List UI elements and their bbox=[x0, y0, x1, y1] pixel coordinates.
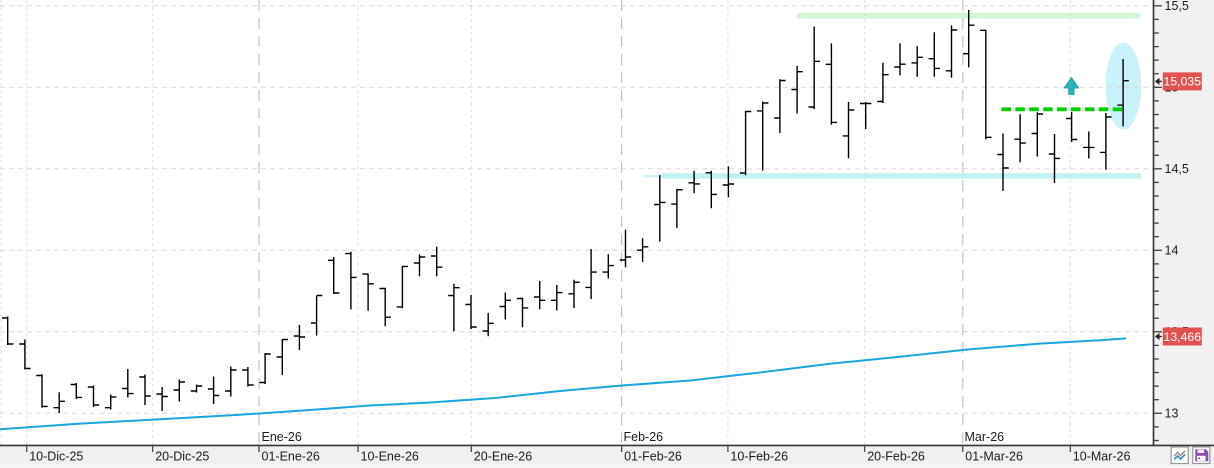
svg-text:10-Mar-26: 10-Mar-26 bbox=[1073, 450, 1131, 464]
svg-text:10-Dic-25: 10-Dic-25 bbox=[29, 450, 83, 464]
svg-text:14,5: 14,5 bbox=[1165, 162, 1189, 176]
svg-text:15,5: 15,5 bbox=[1165, 0, 1189, 13]
svg-text:01-Feb-26: 01-Feb-26 bbox=[624, 450, 682, 464]
svg-text:13,466: 13,466 bbox=[1163, 330, 1201, 344]
svg-text:Ene-26: Ene-26 bbox=[262, 430, 302, 444]
svg-text:15,035: 15,035 bbox=[1163, 75, 1201, 89]
svg-text:10-Ene-26: 10-Ene-26 bbox=[361, 450, 419, 464]
svg-text:13: 13 bbox=[1165, 407, 1179, 421]
svg-text:01-Ene-26: 01-Ene-26 bbox=[262, 450, 320, 464]
svg-text:10-Feb-26: 10-Feb-26 bbox=[730, 450, 788, 464]
svg-text:20-Feb-26: 20-Feb-26 bbox=[867, 450, 925, 464]
svg-text:20-Ene-26: 20-Ene-26 bbox=[474, 450, 532, 464]
svg-text:20-Dic-25: 20-Dic-25 bbox=[155, 450, 209, 464]
svg-text:14: 14 bbox=[1165, 244, 1179, 258]
svg-text:Feb-26: Feb-26 bbox=[624, 430, 664, 444]
svg-text:Mar-26: Mar-26 bbox=[965, 430, 1005, 444]
svg-text:01-Mar-26: 01-Mar-26 bbox=[965, 450, 1023, 464]
